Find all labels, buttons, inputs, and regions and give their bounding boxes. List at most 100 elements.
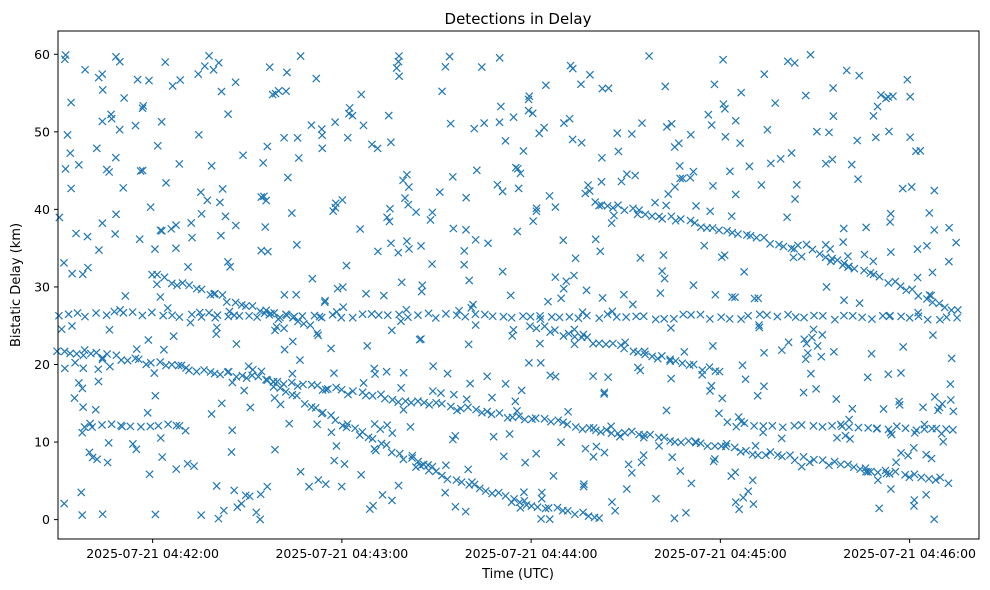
detection-point [361, 391, 370, 400]
detection-point [687, 479, 696, 488]
detection-point [648, 352, 657, 361]
detection-point [462, 193, 471, 202]
detection-point [604, 373, 613, 382]
detection-point [115, 125, 124, 134]
detection-point [946, 395, 955, 405]
detection-point [348, 111, 357, 120]
detection-point [790, 244, 799, 253]
detection-point [79, 351, 88, 360]
detection-point [248, 365, 257, 374]
detection-point [660, 433, 669, 442]
detection-point [495, 408, 504, 418]
detection-point [537, 488, 546, 497]
detection-point [71, 358, 80, 367]
detection-point [864, 423, 873, 432]
detection-point [70, 394, 79, 403]
detection-point [923, 315, 932, 324]
detection-point [445, 52, 454, 61]
detection-point [594, 201, 604, 210]
detection-point [418, 281, 427, 290]
detection-point [570, 340, 579, 349]
detection-point [800, 313, 809, 322]
detection-point [312, 74, 321, 83]
detection-point [908, 285, 917, 294]
detection-point [107, 114, 116, 123]
detection-point [171, 244, 180, 253]
detection-point [928, 298, 937, 307]
detection-point [230, 486, 239, 495]
detection-point [666, 436, 675, 445]
detection-point [570, 332, 579, 341]
detection-point [256, 490, 265, 499]
detection-point [404, 200, 413, 209]
detection-point [259, 192, 268, 201]
detection-point [429, 362, 438, 371]
detection-point [337, 385, 346, 394]
detection-point [420, 398, 429, 407]
detection-point [570, 510, 579, 519]
detection-point [565, 114, 574, 123]
detection-point [394, 481, 403, 490]
y-axis-label: Bistatic Delay (km) [9, 223, 24, 347]
detection-point [358, 310, 367, 319]
detection-point [891, 467, 900, 476]
detection-point [338, 421, 347, 430]
detection-point [313, 329, 322, 338]
detection-point [813, 341, 822, 350]
detection-point [387, 448, 396, 457]
detection-point [394, 398, 403, 407]
detection-point [257, 193, 266, 202]
detection-point [359, 121, 368, 130]
detection-point [731, 498, 740, 507]
detection-point [622, 484, 631, 494]
detection-point [635, 206, 644, 215]
detection-point [896, 282, 905, 291]
detection-point [159, 311, 168, 320]
detection-point [449, 224, 458, 233]
detection-point [131, 121, 140, 130]
detection-point [689, 360, 698, 369]
detection-point [519, 488, 528, 497]
detection-point [524, 106, 533, 115]
detection-point [404, 182, 413, 192]
detection-point [581, 444, 590, 453]
detection-point [263, 142, 272, 151]
detection-point [766, 448, 775, 457]
detection-point [498, 267, 507, 276]
detection-point [495, 118, 504, 127]
detection-point [777, 346, 786, 355]
detection-point [935, 315, 944, 324]
detection-point [464, 465, 473, 474]
detection-point [952, 238, 961, 247]
detection-point [559, 236, 568, 245]
detection-point [714, 409, 723, 418]
detection-point [487, 393, 496, 402]
detection-point [817, 352, 826, 361]
detection-point [899, 342, 908, 351]
y-tick-label: 20 [34, 357, 50, 372]
detection-point [942, 313, 951, 322]
detection-point [627, 427, 636, 436]
detection-point [342, 261, 351, 270]
detection-point [499, 312, 508, 321]
detection-point [262, 196, 271, 205]
detection-point [288, 337, 297, 346]
detection-point [700, 241, 709, 250]
detection-point [944, 479, 953, 488]
detection-point [773, 450, 782, 460]
detection-point [928, 331, 937, 340]
detection-point [830, 457, 839, 466]
detection-point [667, 119, 676, 128]
detection-point [256, 515, 265, 524]
detection-point [300, 399, 309, 408]
detection-point [707, 381, 716, 390]
detection-point [484, 239, 493, 248]
detection-point [331, 118, 340, 127]
detection-point [172, 465, 181, 474]
detection-point [628, 300, 637, 309]
x-tick-label: 2025-07-21 04:46:00 [843, 546, 976, 561]
detection-point [173, 281, 182, 290]
detection-point [133, 75, 142, 84]
detection-point [407, 398, 416, 407]
detection-point [154, 421, 163, 430]
